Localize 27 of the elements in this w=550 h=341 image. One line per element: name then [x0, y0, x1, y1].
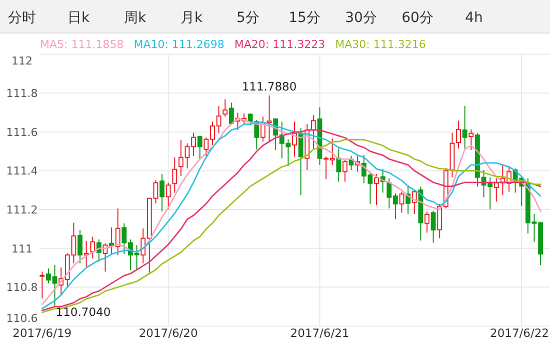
text: 15分	[288, 10, 320, 26]
text: MA30: 111.3216	[335, 38, 426, 51]
text: 周k	[124, 10, 147, 26]
x-tick-label: 2017/6/19	[12, 326, 72, 340]
y-tick-label: 111.2	[6, 204, 38, 217]
text: 分时	[8, 10, 36, 26]
text: 月k	[180, 10, 204, 26]
y-tick-label: 111	[12, 242, 32, 256]
text: 5分	[236, 10, 260, 26]
y-tick-label: 110.6	[6, 312, 38, 325]
text: 60分	[402, 10, 434, 26]
text: 日k	[67, 10, 90, 26]
text: MA5: 111.1858	[40, 38, 124, 51]
y-tick-label: 111.8	[6, 87, 38, 100]
text: MA10: 111.2698	[134, 38, 224, 51]
text: 30分	[345, 10, 377, 26]
text: MA20: 111.3223	[234, 38, 326, 51]
y-tick-label: 112	[12, 54, 32, 68]
annotation: 111.7880	[242, 79, 297, 94]
x-tick-label: 2017/6/22	[490, 326, 549, 340]
y-tick-label: 110.8	[6, 281, 38, 294]
x-tick-label: 2017/6/20	[138, 326, 198, 340]
annotation: 110.7040	[56, 304, 111, 319]
y-tick-label: 111.4	[6, 164, 38, 178]
text: 4h	[465, 10, 483, 26]
y-tick-label: 111.6	[6, 126, 38, 139]
x-tick-label: 2017/6/21	[290, 326, 350, 340]
